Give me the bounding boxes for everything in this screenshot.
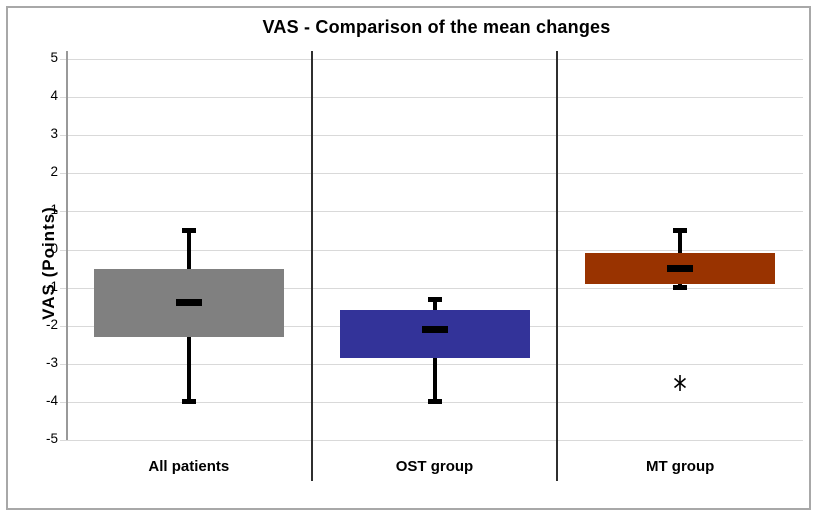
y-axis-tick-label: 4: [50, 88, 58, 104]
lower-whisker-line: [186, 337, 191, 402]
y-gridline: [60, 97, 803, 99]
category-label: OST group: [395, 458, 474, 475]
category-divider: [556, 51, 559, 481]
mean-marker: [175, 299, 202, 307]
lower-whisker-cap: [181, 399, 196, 405]
lower-whisker-line: [432, 358, 437, 402]
y-gridline: [60, 363, 803, 365]
y-axis-tick-label: -1: [45, 278, 58, 294]
mean-marker: [667, 265, 694, 273]
y-axis-title: VAS (Points): [39, 206, 58, 320]
outlier-asterisk: [672, 374, 688, 392]
y-axis-tick-label: -2: [45, 316, 58, 332]
y-axis-tick-label: -3: [45, 354, 58, 370]
chart-title: VAS - Comparison of the mean changes: [262, 17, 611, 37]
y-axis-tick-label: 2: [50, 164, 58, 180]
category-label: All patients: [148, 458, 230, 475]
upper-whisker-cap: [181, 227, 196, 233]
y-gridline: [60, 59, 803, 60]
y-gridline: [60, 211, 803, 213]
upper-whisker-line: [678, 230, 683, 254]
upper-whisker-line: [186, 230, 191, 269]
y-axis-tick-label: -5: [45, 431, 58, 446]
box-ost-group: [339, 310, 530, 359]
y-axis-tick-label: 0: [50, 240, 58, 256]
category-label: MT group: [645, 458, 715, 475]
upper-whisker-cap: [673, 227, 688, 233]
y-axis-tick-label: 3: [50, 126, 58, 142]
y-gridline: [60, 173, 803, 175]
upper-whisker-line: [432, 299, 437, 311]
category-divider: [310, 51, 313, 481]
y-gridline: [60, 249, 803, 251]
y-gridline: [60, 287, 803, 289]
y-gridline: [60, 440, 803, 441]
lower-whisker-cap: [427, 399, 442, 405]
lower-whisker-cap: [673, 285, 688, 291]
y-axis-tick-label: 5: [50, 50, 58, 65]
mean-marker: [421, 326, 448, 333]
y-axis-line: [66, 51, 68, 440]
upper-whisker-cap: [427, 296, 442, 302]
chart-figure: VAS - Comparison of the mean changes VAS…: [6, 6, 811, 510]
y-axis-tick-label: -4: [45, 392, 58, 408]
y-gridline: [60, 135, 803, 137]
y-axis-tick-label: 1: [50, 202, 58, 218]
